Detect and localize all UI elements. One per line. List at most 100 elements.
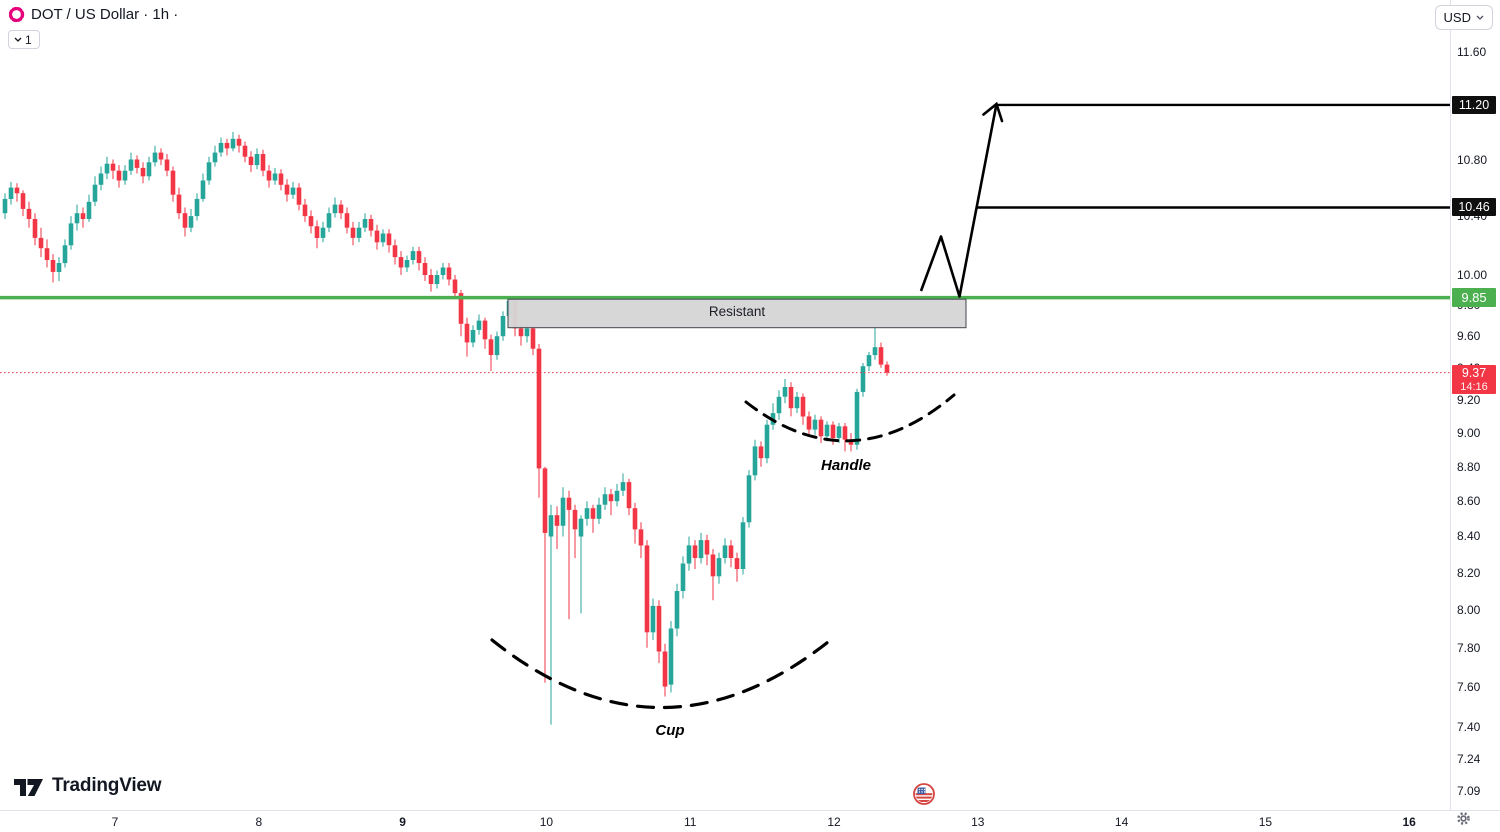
candle [44, 239, 50, 268]
candle [2, 193, 8, 219]
time-tick: 14 [1114, 815, 1129, 829]
currency-selector-button[interactable]: USD [1434, 5, 1493, 30]
candle [350, 221, 356, 246]
candle [548, 504, 554, 725]
resistance-price-label: 9.85 [1452, 288, 1496, 308]
candle [320, 221, 326, 243]
candle [374, 224, 380, 250]
price-tick: 7.09 [1457, 783, 1481, 798]
gear-icon[interactable] [1456, 811, 1471, 826]
candle [284, 179, 290, 202]
candle [86, 194, 92, 222]
candle [386, 229, 392, 253]
candle [806, 411, 812, 437]
time-tick: 13 [971, 815, 985, 829]
candle [116, 165, 122, 188]
price-tick: 9.20 [1457, 393, 1481, 408]
us-flag-event-icon[interactable] [913, 783, 935, 805]
price-axis[interactable]: 11.6010.8010.4010.009.809.609.409.209.00… [1450, 0, 1500, 810]
cup-arc[interactable] [490, 638, 830, 710]
candle [356, 221, 362, 243]
candle [476, 314, 482, 335]
projection-arrow-head [982, 101, 1004, 123]
candlesticks [2, 132, 890, 725]
candle [578, 515, 584, 614]
time-tick: 9 [399, 815, 406, 829]
candle [776, 390, 782, 420]
projection-arrow[interactable] [919, 103, 998, 298]
candle [428, 269, 434, 292]
candle [542, 466, 548, 683]
candle [194, 193, 200, 221]
candle [734, 552, 740, 582]
candle [770, 403, 776, 430]
tradingview-wordmark: TradingView [52, 775, 162, 796]
candle [338, 200, 344, 219]
candle [686, 536, 692, 571]
candle [56, 257, 62, 281]
candle [248, 151, 254, 173]
candle [812, 414, 818, 435]
candle [218, 137, 224, 157]
candle [272, 167, 278, 185]
candle [14, 183, 20, 202]
chart-canvas[interactable] [0, 0, 1450, 810]
candle [110, 159, 116, 180]
candle [620, 473, 626, 496]
resistance-zone-box[interactable] [507, 298, 967, 329]
candle [488, 334, 494, 371]
indicator-group-chip[interactable]: 1 [8, 30, 40, 49]
candle [140, 162, 146, 184]
price-tick: 8.20 [1457, 565, 1481, 580]
candle [626, 478, 632, 516]
candle [470, 325, 476, 348]
candle [68, 216, 74, 250]
polkadot-logo-icon [8, 6, 25, 23]
candle [332, 197, 338, 218]
candle [410, 246, 416, 265]
candle [602, 487, 608, 510]
candle [182, 207, 188, 237]
candle [134, 155, 140, 174]
candle [230, 132, 236, 152]
candle [308, 210, 314, 234]
candle [482, 317, 488, 349]
time-tick: 16 [1402, 815, 1416, 829]
price-tick: 7.40 [1457, 719, 1481, 734]
candle [722, 538, 728, 564]
candle [200, 173, 206, 202]
price-tick: 7.60 [1457, 679, 1481, 694]
candle [266, 165, 272, 188]
candle [212, 145, 218, 167]
target-lower-price-label: 10.46 [1452, 198, 1496, 217]
tradingview-logo[interactable]: TradingView [14, 775, 162, 797]
candle [614, 483, 620, 507]
candle [674, 583, 680, 637]
candle [500, 311, 506, 341]
candle [158, 148, 164, 166]
candle [362, 213, 368, 233]
candle [380, 229, 386, 247]
price-tick: 8.60 [1457, 494, 1481, 509]
candle [530, 325, 536, 356]
time-tick: 15 [1258, 815, 1273, 829]
candle [692, 540, 698, 569]
symbol-title[interactable]: DOT / US Dollar · 1h · [31, 6, 179, 23]
candle [608, 489, 614, 516]
candle [668, 621, 674, 693]
time-tick: 8 [255, 815, 263, 829]
candle [650, 598, 656, 640]
price-tick: 9.00 [1457, 426, 1481, 440]
time-axis[interactable]: 7 8 9 10 11 12 13 14 15 16 [0, 810, 1500, 832]
chevron-down-icon [1476, 15, 1484, 20]
candle [464, 317, 470, 357]
price-tick: 8.80 [1457, 459, 1481, 474]
candle [536, 344, 542, 498]
handle-arc[interactable] [744, 393, 956, 443]
candle [92, 176, 98, 207]
candle [752, 439, 758, 481]
candle [560, 487, 566, 537]
candle [872, 326, 878, 360]
candle [38, 227, 44, 258]
